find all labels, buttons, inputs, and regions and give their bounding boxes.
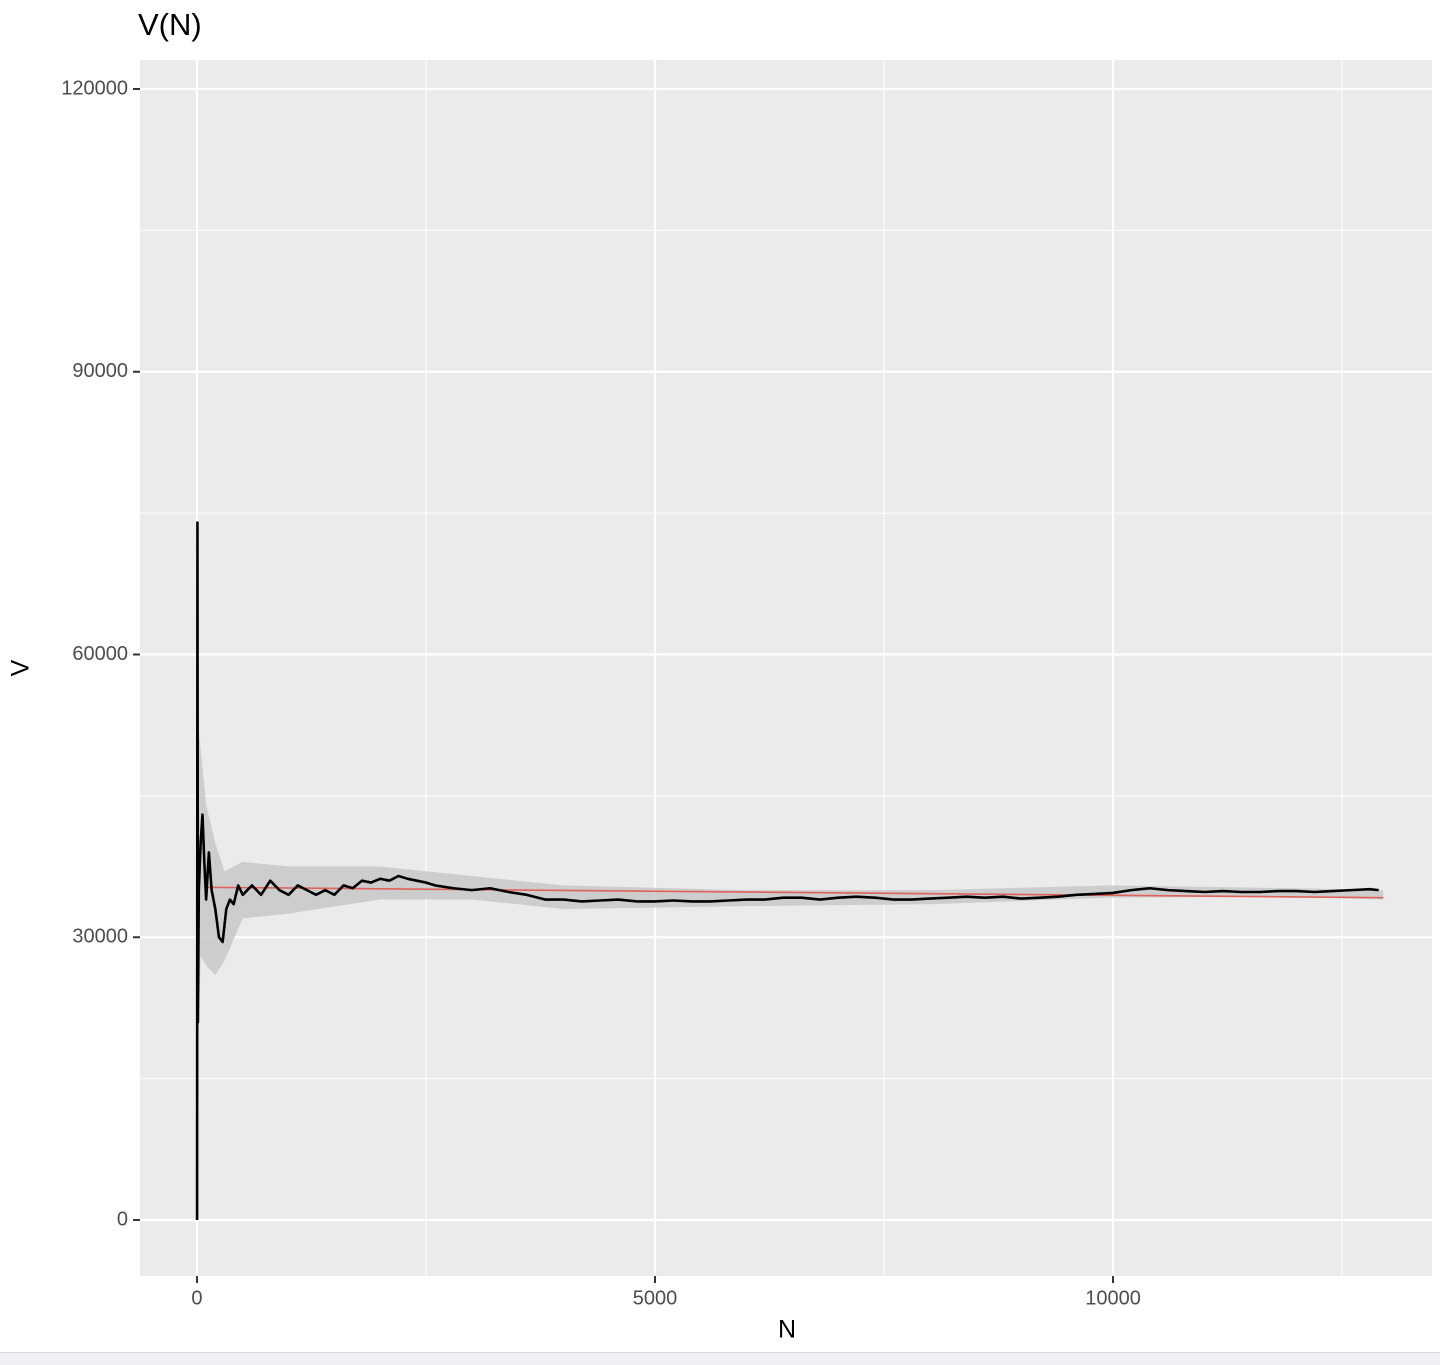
panel — [140, 60, 1432, 1276]
x-axis-label: N — [778, 1316, 796, 1344]
x-tick-label: 10000 — [1085, 1287, 1141, 1309]
series-line — [195, 521, 1379, 1221]
x-tick-label: 5000 — [633, 1287, 678, 1309]
window-edge — [0, 1352, 1440, 1365]
x-tick-label: 0 — [191, 1287, 202, 1309]
y-tick-label: 90000 — [72, 360, 128, 382]
chart-title: V(N) — [138, 7, 202, 42]
y-tick-label: 120000 — [61, 77, 128, 99]
confidence-band — [198, 729, 1384, 1032]
y-tick-label: 30000 — [72, 926, 128, 948]
y-tick-label: 0 — [117, 1208, 128, 1230]
y-tick-label: 60000 — [72, 643, 128, 665]
y-axis-label: V — [7, 659, 35, 676]
series-line — [204, 886, 1384, 899]
